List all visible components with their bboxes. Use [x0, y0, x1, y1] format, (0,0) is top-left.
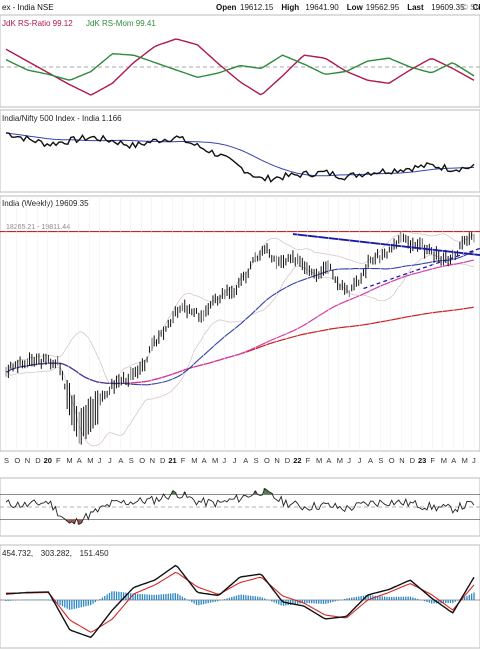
rrg-plot: [0, 38, 480, 96]
x-axis-tick-label: J: [108, 456, 112, 465]
x-axis-tick-label: S: [254, 456, 259, 465]
ohlc-label-0: Open: [216, 3, 237, 12]
rs-plot: [5, 132, 475, 183]
rrg-series-0: [5, 38, 475, 96]
x-axis-tick-label: J: [98, 456, 102, 465]
source-label: © Sto: [462, 3, 480, 12]
price-plot: [0, 230, 480, 447]
x-axis-tick-label: D: [160, 456, 166, 465]
x-axis-tick-label: M: [212, 456, 218, 465]
ohlc-readout: Open 19612.15 High 19641.90 Low 19562.95 Last 1…: [216, 3, 480, 12]
x-axis-tick-label: S: [4, 456, 9, 465]
x-axis-tick-label: N: [25, 456, 30, 465]
x-axis-tick-label: M: [316, 456, 322, 465]
x-axis-tick-label: A: [77, 456, 82, 465]
price-legend: India (Weekly) 19609.35: [2, 199, 89, 208]
ohlc-value-2: 19562.95: [366, 3, 400, 12]
rrg-panel: [0, 14, 480, 108]
macd-plot: [0, 564, 480, 639]
rrg-series-1: [5, 52, 475, 81]
ohlc-label-1: High: [281, 3, 299, 12]
x-axis: S O N D 20 F M A M J J A S O N D 21 F M A M J J A S O N D 22 F M A M J J A S…: [4, 196, 476, 465]
x-axis-tick-label: S: [129, 456, 134, 465]
macd-legend-value-0: 454.732,: [2, 549, 33, 558]
x-axis-tick-label: F: [306, 456, 311, 465]
price-panel: [0, 195, 480, 452]
osc-series: [5, 487, 475, 526]
ma-short-line: [5, 251, 475, 386]
x-axis-tick-label: A: [118, 456, 123, 465]
bollinger-lower: [5, 254, 475, 447]
x-axis-tick-label: J: [222, 456, 226, 465]
macd-signal-line: [6, 571, 475, 633]
macd-legend: 454.732, 303.282, 151.450: [2, 549, 109, 558]
ohlc-label-4: Chg: [473, 3, 480, 12]
x-axis-tick-label: 22: [293, 456, 301, 465]
x-axis-tick-label: A: [202, 456, 207, 465]
x-axis-tick-label: J: [233, 456, 237, 465]
x-axis-tick-label: M: [191, 456, 197, 465]
downtrend-line: [292, 233, 480, 256]
x-axis-tick-label: J: [472, 456, 476, 465]
ohlc-value-1: 19641.90: [305, 3, 339, 12]
macd-line: [5, 564, 475, 639]
x-axis-tick-label: N: [150, 456, 155, 465]
rrg-legend-a: JdK RS-Ratio 99.12: [2, 19, 73, 28]
x-axis-tick-label: N: [399, 456, 404, 465]
x-axis-tick-label: A: [243, 456, 248, 465]
rs-moving-average: [5, 132, 475, 177]
x-axis-tick-label: J: [358, 456, 362, 465]
x-axis-tick-label: D: [285, 456, 291, 465]
rrg-legend: JdK RS-Ratio 99.12 JdK RS-Mom 99.41: [2, 19, 156, 28]
ohlc-label-3: Last: [407, 3, 424, 12]
x-axis-tick-label: N: [274, 456, 279, 465]
x-axis-tick-label: M: [441, 456, 447, 465]
x-axis-tick-label: F: [181, 456, 186, 465]
macd-panel: [0, 544, 480, 649]
macd-legend-value-2: 151.450: [80, 549, 109, 558]
ohlc-value-3: 19609.35: [431, 3, 465, 12]
x-axis-tick-label: 21: [168, 456, 176, 465]
ohlc-value-0: 19612.15: [240, 3, 274, 12]
x-axis-tick-label: M: [87, 456, 93, 465]
rs-series: [5, 132, 475, 183]
x-axis-tick-label: A: [326, 456, 331, 465]
x-axis-tick-label: 23: [418, 456, 426, 465]
x-axis-tick-label: O: [14, 456, 20, 465]
x-axis-tick-label: F: [56, 456, 61, 465]
chart-title: ex - India NSE: [2, 3, 54, 12]
x-axis-tick-label: A: [368, 456, 373, 465]
bb-legend: 18265.21 - 19811.44: [6, 224, 70, 231]
rs-panel: [0, 109, 480, 193]
x-axis-tick-label: O: [389, 456, 395, 465]
macd-legend-value-1: 303.282,: [41, 549, 72, 558]
x-axis-tick-label: A: [451, 456, 456, 465]
x-axis-tick-label: M: [337, 456, 343, 465]
x-axis-tick-label: O: [139, 456, 145, 465]
bollinger-upper: [5, 230, 475, 384]
ohlc-label-2: Low: [347, 3, 364, 12]
x-axis-tick-label: D: [410, 456, 416, 465]
rs-legend: India/Nifty 500 Index - India 1.166: [2, 114, 122, 123]
x-axis-tick-label: 20: [44, 456, 52, 465]
x-axis-tick-label: M: [66, 456, 72, 465]
osc-plot: [0, 487, 480, 526]
x-axis-tick-label: M: [462, 456, 468, 465]
x-axis-tick-label: F: [430, 456, 435, 465]
ma-mid-line: [5, 259, 475, 385]
x-axis-tick-label: D: [35, 456, 41, 465]
osc-panel: [0, 477, 480, 537]
rrg-legend-b: JdK RS-Mom 99.41: [86, 19, 156, 28]
x-axis-tick-label: O: [264, 456, 270, 465]
x-axis-tick-label: S: [378, 456, 383, 465]
x-axis-tick-label: J: [347, 456, 351, 465]
ma-long-line: [5, 306, 475, 385]
